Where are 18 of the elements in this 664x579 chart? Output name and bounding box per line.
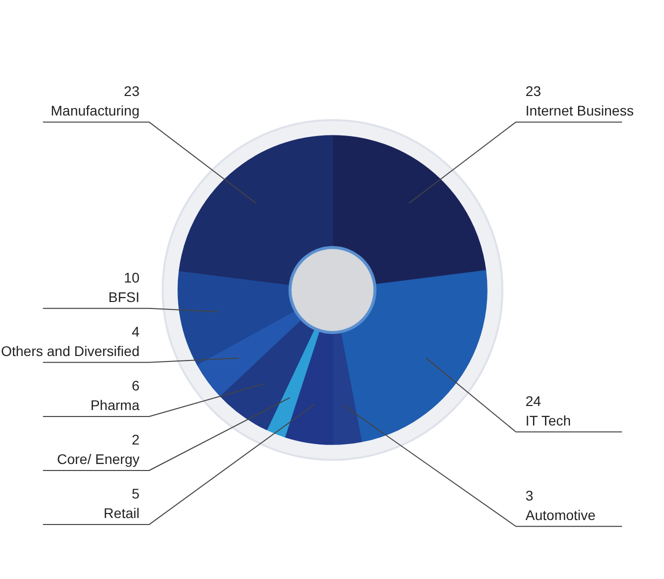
- slice-label: Manufacturing: [50, 102, 140, 118]
- slice-label: Others and Diversified: [0, 342, 140, 359]
- data-label: 23: [526, 83, 542, 100]
- slice-label: Pharma: [90, 396, 140, 413]
- slice-label: Retail: [104, 504, 140, 521]
- slice-label: Core/ Energy: [56, 450, 140, 467]
- data-label: 4: [132, 324, 140, 340]
- slice-label: Internet Business: [526, 102, 634, 118]
- data-label: 23: [124, 83, 140, 100]
- data-label: 10: [124, 270, 140, 286]
- slice-label: IT Tech: [526, 412, 571, 428]
- data-label: 6: [132, 378, 140, 394]
- data-label: 5: [132, 486, 140, 502]
- slice-label: BFSI: [108, 288, 140, 305]
- data-label: 2: [132, 432, 140, 448]
- data-label: 24: [526, 393, 542, 410]
- data-label: 3: [526, 487, 534, 504]
- slice-label: Automotive: [526, 506, 596, 523]
